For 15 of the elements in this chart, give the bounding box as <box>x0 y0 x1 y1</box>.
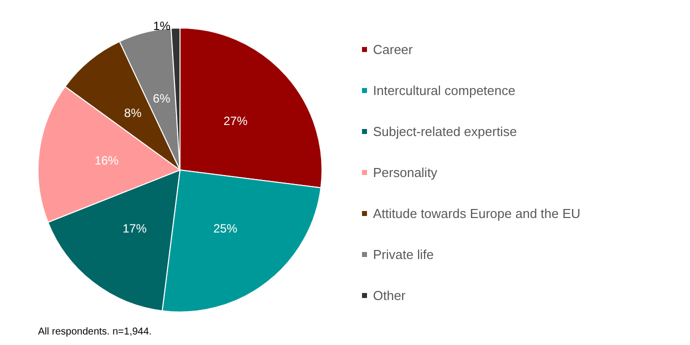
data-label: 17% <box>122 221 147 236</box>
data-label: 27% <box>223 114 248 128</box>
data-label: 1% <box>153 19 171 34</box>
data-label: 16% <box>94 154 119 168</box>
legend-label: Personality <box>373 165 438 180</box>
legend-label: Private life <box>373 247 434 262</box>
legend-label: Other <box>373 288 406 303</box>
legend-label: Career <box>373 42 414 57</box>
legend-label: Attitude towards Europe and the EU <box>373 206 580 221</box>
legend-label: Subject-related expertise <box>373 124 517 139</box>
text: All respondents. n=1,944. <box>38 326 152 338</box>
legend-label: Intercultural competence <box>373 83 516 98</box>
data-label: 8% <box>124 106 142 120</box>
data-label: 25% <box>213 221 238 236</box>
data-label: 6% <box>152 91 171 106</box>
